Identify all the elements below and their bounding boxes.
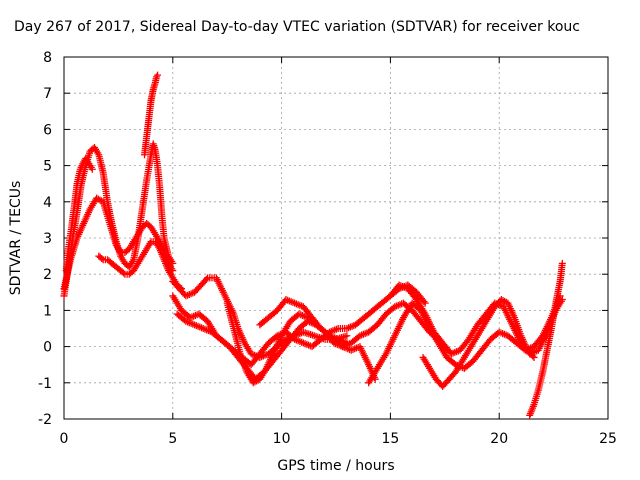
y-tick-label: 2: [43, 267, 52, 283]
x-axis-label: GPS time / hours: [277, 458, 394, 474]
series-track-n: [526, 259, 566, 419]
grid: [64, 57, 608, 419]
x-tick-label: 5: [168, 431, 177, 447]
y-axis-label: SDTVAR / TECUs: [8, 181, 24, 296]
y-tick-label: 8: [43, 50, 52, 66]
y-tick-label: 3: [43, 231, 52, 247]
chart-title: Day 267 of 2017, Sidereal Day-to-day VTE…: [14, 19, 580, 35]
axis-ticks: 0 5 10 15 20 25 -2 -1 0 1 2 3 4 5 6 7 8: [38, 50, 617, 447]
y-tick-label: 4: [43, 195, 52, 211]
data-point: [529, 352, 537, 360]
series-track-e: [62, 154, 96, 275]
data-point: [119, 269, 127, 277]
y-tick-label: 5: [43, 159, 52, 175]
y-tick-label: 0: [43, 340, 52, 356]
y-tick-label: 1: [43, 303, 52, 319]
data-point: [202, 275, 210, 283]
data-points: [60, 71, 566, 419]
data-point: [558, 259, 566, 267]
y-tick-label: 7: [43, 86, 52, 102]
x-tick-label: 15: [381, 431, 399, 447]
y-tick-label: -2: [38, 412, 52, 428]
series-track-j: [256, 296, 351, 347]
data-point: [343, 339, 351, 347]
x-tick-label: 25: [599, 431, 617, 447]
data-point: [420, 298, 428, 306]
series-track-m: [419, 296, 538, 390]
x-tick-label: 20: [490, 431, 508, 447]
series-track-k: [365, 292, 564, 387]
data-point: [530, 353, 538, 361]
x-tick-label: 0: [60, 431, 69, 447]
x-tick-label: 10: [273, 431, 291, 447]
data-point: [154, 71, 162, 79]
data-point: [421, 299, 429, 307]
series-track-b: [141, 71, 162, 159]
data-point: [98, 255, 106, 263]
data-point: [88, 165, 96, 173]
series-track-a: [60, 140, 177, 300]
y-tick-label: 6: [43, 122, 52, 138]
series-track-i: [223, 299, 379, 387]
series-track-l: [386, 281, 566, 358]
y-tick-label: -1: [38, 376, 52, 392]
series-track-f: [169, 274, 351, 361]
data-point: [343, 332, 351, 340]
